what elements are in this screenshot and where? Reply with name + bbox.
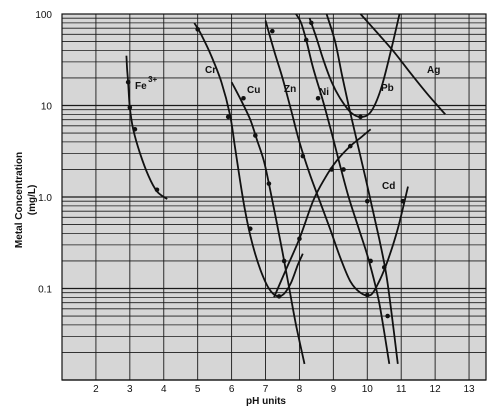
data-point-series-8 bbox=[348, 143, 353, 149]
data-point-zn bbox=[300, 153, 306, 159]
series-label-ni: Ni bbox=[319, 87, 329, 98]
x-tick-label: 11 bbox=[396, 384, 407, 395]
series-labels: Fe3+ Cr Cu Zn Ni Pb Cd Ag bbox=[135, 65, 440, 192]
x-axis-title: pH units bbox=[246, 396, 286, 407]
x-tick-label: 10 bbox=[362, 384, 374, 395]
plot-frame bbox=[61, 13, 487, 381]
series-label-zn: Zn bbox=[284, 84, 296, 95]
tick-labels: 2 3 4 5 6 7 8 9 10 11 12 13 100 10 1.0 0.1 bbox=[35, 10, 475, 395]
data-point-cr bbox=[247, 226, 253, 232]
series-label-superscript: 3+ bbox=[148, 75, 157, 84]
series-label-ag: Ag bbox=[427, 65, 440, 76]
data-point-fe bbox=[127, 105, 133, 110]
series-label-pb: Pb bbox=[381, 83, 394, 94]
x-tick-label: 13 bbox=[463, 384, 475, 395]
data-point-cu bbox=[281, 258, 287, 264]
series-label-cu: Cu bbox=[247, 85, 260, 96]
data-point-cr bbox=[276, 294, 282, 299]
data-point-cr bbox=[225, 114, 231, 120]
y-tick-label: 100 bbox=[35, 10, 52, 21]
data-point-series-8 bbox=[329, 167, 334, 172]
data-point-zn bbox=[381, 265, 387, 270]
y-tick-label: 0.1 bbox=[38, 285, 52, 296]
series-line-cr bbox=[193, 22, 304, 298]
y-tick-label: 10 bbox=[41, 102, 53, 113]
x-tick-label: 9 bbox=[331, 384, 337, 395]
y-axis-title-line1: Metal Concentration bbox=[14, 152, 25, 248]
x-tick-label: 7 bbox=[263, 384, 269, 395]
x-tick-label: 3 bbox=[127, 384, 133, 395]
series-label-fe: Fe bbox=[135, 81, 147, 92]
grid bbox=[61, 14, 486, 381]
data-point-fe bbox=[125, 79, 131, 85]
data-point-zn bbox=[364, 292, 370, 298]
data-point-cd bbox=[364, 198, 370, 204]
data-point-series-8 bbox=[297, 236, 302, 242]
series-line-cd bbox=[325, 13, 399, 365]
data-point-ni bbox=[368, 258, 373, 264]
data-point-ni bbox=[303, 37, 309, 43]
markers bbox=[125, 20, 406, 319]
series-line-series-8 bbox=[273, 128, 372, 298]
y-tick-label: 1.0 bbox=[38, 193, 52, 204]
data-point-pb bbox=[309, 20, 314, 26]
x-tick-label: 6 bbox=[229, 384, 235, 395]
series-line-ag bbox=[359, 13, 446, 115]
data-point-cd bbox=[385, 313, 390, 319]
data-point-fe bbox=[154, 187, 160, 193]
x-tick-label: 12 bbox=[430, 384, 442, 395]
data-point-zn bbox=[400, 198, 406, 204]
x-tick-label: 8 bbox=[297, 384, 303, 395]
series-label-cd: Cd bbox=[382, 181, 395, 192]
data-point-cu bbox=[266, 181, 272, 186]
data-point-fe bbox=[132, 126, 138, 132]
data-point-ni bbox=[341, 167, 346, 172]
data-point-ni bbox=[315, 95, 321, 101]
data-point-zn bbox=[270, 28, 275, 34]
x-tick-label: 4 bbox=[161, 384, 167, 395]
data-point-cr bbox=[195, 27, 200, 32]
series-label-cr: Cr bbox=[205, 65, 216, 76]
y-axis-title-line2: (mg/L) bbox=[27, 185, 38, 216]
data-point-pb bbox=[358, 114, 363, 120]
data-point-cu bbox=[241, 95, 246, 101]
series-line-zn bbox=[264, 20, 409, 297]
data-point-cu bbox=[253, 133, 258, 138]
x-tick-label: 2 bbox=[93, 384, 99, 395]
x-tick-label: 5 bbox=[195, 384, 201, 395]
